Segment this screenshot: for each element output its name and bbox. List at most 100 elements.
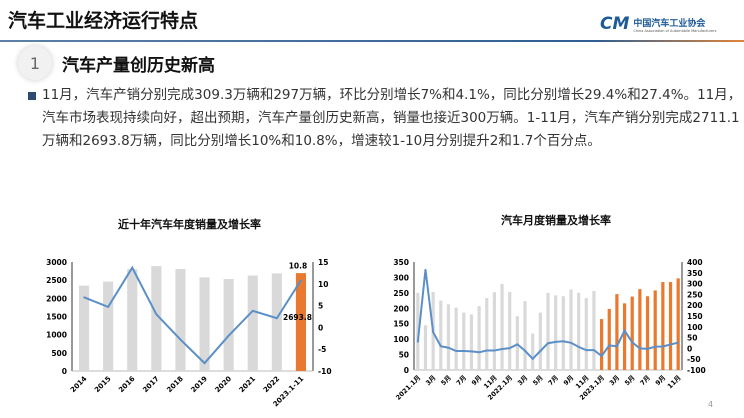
- line-point: [462, 350, 465, 352]
- x-tick-label: 5月: [531, 374, 544, 387]
- bullet-text: 11月，汽车产销分别完成309.3万辆和297万辆，环比分别增长7%和4.1%，…: [26, 84, 742, 153]
- left-tick-label: 50: [399, 351, 409, 360]
- line-point: [501, 348, 503, 350]
- bar: [622, 303, 627, 370]
- bar: [247, 275, 258, 371]
- bar: [462, 312, 466, 370]
- x-tick-label: 5月: [439, 374, 452, 387]
- line-point: [616, 345, 618, 348]
- x-tick-label: 2021: [238, 375, 258, 395]
- page-title: 汽车工业经济运行特点: [8, 10, 199, 32]
- line-point: [554, 341, 557, 343]
- bar: [446, 304, 451, 370]
- right-tick-label: 100: [687, 323, 703, 332]
- right-tick-label: 150: [687, 312, 703, 321]
- bar: [103, 281, 114, 371]
- line-point: [107, 306, 109, 308]
- right-tick-label: 350: [687, 269, 703, 278]
- left-tick-label: 2000: [46, 294, 67, 303]
- left-tick-label: 350: [393, 258, 409, 267]
- x-tick-label: 2018: [165, 375, 185, 395]
- bar: [515, 316, 519, 370]
- right-tick-label: -100: [687, 366, 706, 375]
- growth-line: [83, 265, 302, 365]
- line-point: [478, 351, 480, 354]
- x-tick-label: 2014: [69, 375, 89, 395]
- line-point: [669, 343, 672, 346]
- data-label-sales: 2693.8: [283, 313, 312, 322]
- bar: [492, 292, 497, 370]
- line-point: [570, 341, 572, 344]
- bar: [469, 314, 474, 370]
- line-point: [155, 313, 158, 316]
- line-point: [600, 355, 603, 357]
- line-point: [577, 346, 580, 348]
- line-point: [539, 350, 542, 352]
- line-point: [203, 362, 206, 364]
- line-point: [516, 343, 519, 346]
- line-point: [485, 349, 488, 352]
- x-tick-label: 7月: [455, 374, 468, 387]
- section-heading: 1 汽车产量创历史新高: [18, 46, 215, 80]
- bar: [538, 312, 542, 370]
- line-point: [470, 350, 473, 353]
- bar: [554, 295, 558, 370]
- left-tick-label: 250: [393, 289, 409, 298]
- bar: [569, 289, 573, 370]
- x-tick-label: 2021.1月: [394, 374, 422, 402]
- x-tick-label: 2022: [262, 375, 282, 395]
- bar: [423, 325, 428, 370]
- left-tick-label: 0: [404, 366, 409, 375]
- line-point: [300, 279, 302, 282]
- right-tick-label: 50: [687, 334, 697, 343]
- right-tick-label: 250: [687, 290, 703, 299]
- x-tick-label: 2015: [93, 375, 113, 395]
- bar: [271, 273, 282, 371]
- right-tick-label: 15: [318, 258, 328, 267]
- logo-mark: CM: [600, 14, 630, 34]
- left-tick-label: 500: [51, 349, 67, 358]
- bar: [599, 319, 604, 370]
- x-tick-label: 7月: [638, 374, 651, 387]
- x-tick-label: 2019: [190, 375, 210, 395]
- bar: [577, 292, 581, 370]
- bar: [500, 283, 504, 370]
- left-tick-label: 3000: [46, 258, 67, 267]
- bar: [607, 308, 611, 370]
- right-tick-label: -50: [687, 355, 701, 364]
- bar: [653, 290, 657, 370]
- left-tick-label: 1000: [46, 331, 67, 340]
- bar: [645, 296, 650, 370]
- chart2-title: 汽车月度销量及增长率: [501, 214, 611, 227]
- chart1-title: 近十年汽车年度销量及增长率: [118, 218, 261, 231]
- x-tick-label: 5月: [623, 374, 636, 387]
- right-tick-label: 5: [318, 302, 323, 311]
- bar: [668, 282, 673, 370]
- bar: [416, 292, 420, 370]
- bar: [592, 291, 596, 370]
- bar: [199, 277, 210, 371]
- bar: [508, 291, 512, 370]
- line-point: [424, 268, 427, 271]
- bar: [477, 306, 481, 370]
- right-tick-label: 0: [687, 344, 692, 353]
- bar: [661, 282, 665, 370]
- page-number: 4: [708, 400, 714, 409]
- left-tick-label: 1500: [46, 313, 67, 322]
- left-tick-label: 100: [393, 335, 409, 344]
- line-point: [455, 350, 457, 352]
- logo-cn: 中国汽车工业协会: [633, 18, 706, 29]
- right-tick-label: 400: [687, 258, 703, 267]
- x-tick-label: 2016: [117, 375, 137, 395]
- bar: [584, 298, 588, 370]
- line-point: [508, 347, 511, 349]
- bar: [175, 268, 186, 371]
- line-point: [493, 349, 496, 352]
- line-point: [662, 345, 664, 348]
- header-divider: [0, 40, 744, 42]
- line-point: [547, 342, 549, 345]
- line-point: [677, 341, 679, 344]
- line-point: [447, 346, 450, 349]
- x-tick-label: 7月: [547, 374, 560, 387]
